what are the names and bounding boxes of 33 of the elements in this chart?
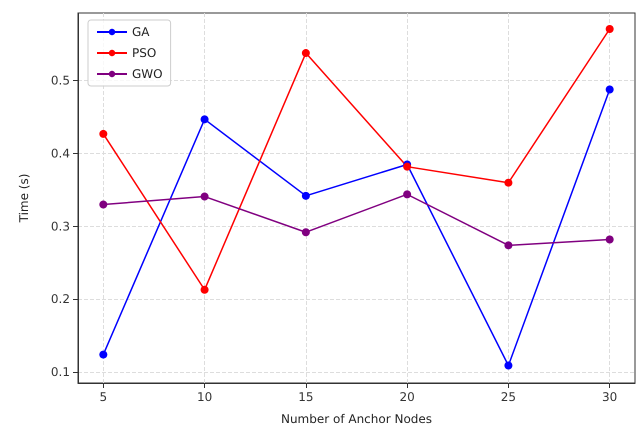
point [200, 286, 209, 294]
legend-label: GA [132, 25, 150, 39]
point [200, 115, 209, 124]
point [606, 236, 614, 244]
y-tick-label: 0.1 [50, 365, 70, 380]
point [200, 192, 209, 201]
x-tick-label: 10 [196, 390, 212, 404]
legend-label: PSO [132, 46, 156, 60]
point [606, 25, 614, 34]
y-tick-label: 0.2 [50, 292, 70, 306]
point [606, 85, 614, 94]
point [504, 362, 512, 370]
x-tick-label: 20 [399, 390, 415, 404]
x-tick-label: 30 [602, 390, 618, 404]
legend-label: GWO [132, 67, 163, 81]
point [504, 241, 512, 250]
point [99, 350, 108, 359]
y-tick-label: 0.4 [50, 146, 70, 161]
point [302, 49, 310, 58]
point [403, 190, 412, 198]
point [99, 130, 108, 138]
y-tick-label: 0.3 [50, 219, 70, 234]
point [504, 178, 512, 187]
x-axis-title: Number of Anchor Nodes [280, 412, 432, 426]
x-tick-label: 5 [100, 390, 108, 404]
y-tick-label: 0.5 [50, 74, 70, 88]
point [99, 200, 108, 209]
point [403, 162, 412, 171]
point [302, 228, 310, 236]
x-tick-label: 15 [298, 390, 314, 404]
x-tick-label: 25 [500, 390, 516, 404]
y-axis-title: Time (s) [17, 174, 31, 224]
point [302, 192, 310, 200]
